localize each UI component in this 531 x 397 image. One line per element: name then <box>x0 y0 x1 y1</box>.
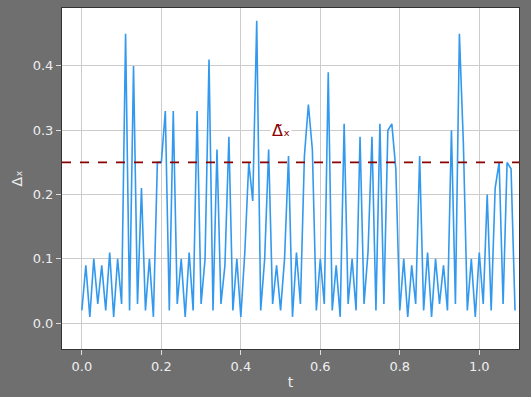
svg-text:0.3: 0.3 <box>33 123 54 138</box>
svg-text:0.0: 0.0 <box>72 359 93 374</box>
svg-text:1.0: 1.0 <box>469 359 490 374</box>
svg-text:0.4: 0.4 <box>33 58 54 73</box>
svg-text:Δₓ: Δₓ <box>9 171 25 187</box>
svg-text:0.0: 0.0 <box>33 316 54 331</box>
svg-text:0.1: 0.1 <box>33 251 54 266</box>
svg-text:t: t <box>288 374 294 390</box>
svg-text:0.2: 0.2 <box>33 187 54 202</box>
svg-text:0.2: 0.2 <box>151 359 172 374</box>
svg-text:0.4: 0.4 <box>230 359 251 374</box>
svg-text:0.6: 0.6 <box>310 359 331 374</box>
svg-text:Δ̃ₓ: Δ̃ₓ <box>272 121 290 140</box>
svg-text:0.8: 0.8 <box>389 359 410 374</box>
